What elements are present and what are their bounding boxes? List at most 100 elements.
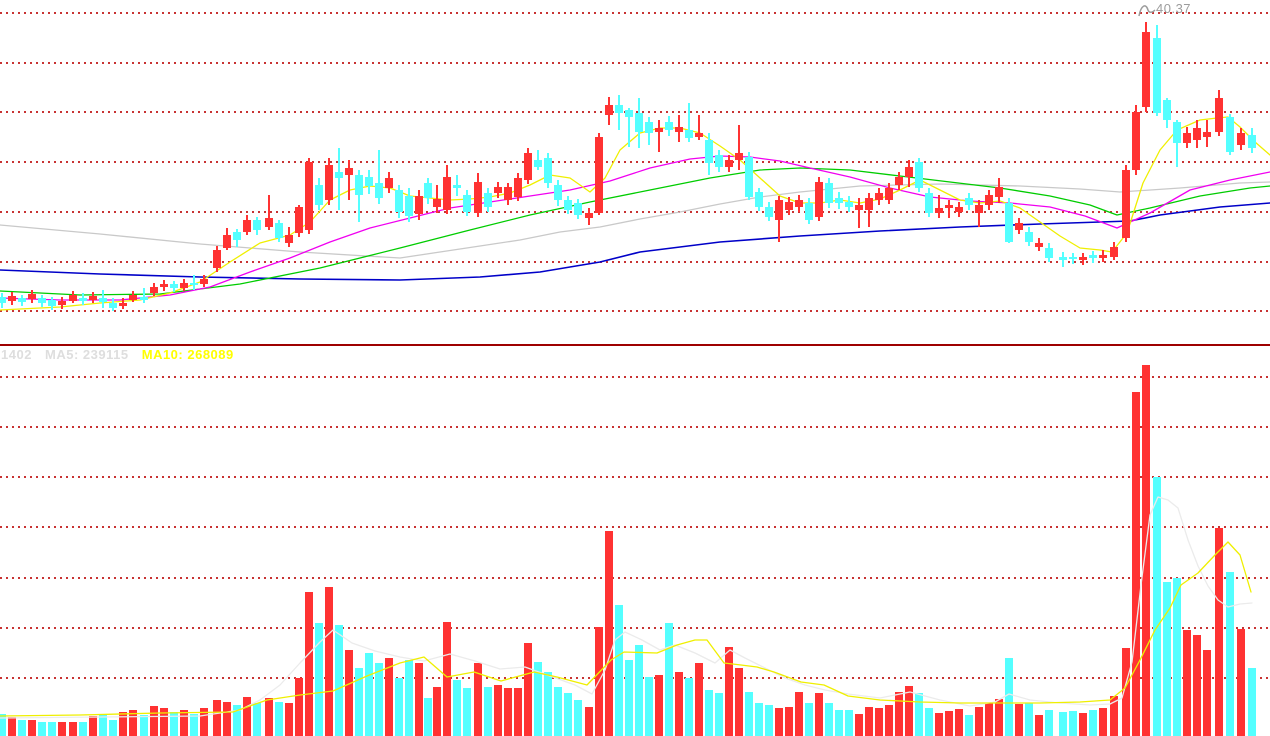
candle-body bbox=[395, 190, 403, 212]
volume-bar bbox=[1237, 629, 1245, 736]
volume-bar bbox=[1203, 650, 1211, 736]
candle-body bbox=[675, 127, 683, 132]
candle-body bbox=[18, 298, 26, 302]
volume-bar bbox=[484, 687, 492, 736]
candle-body bbox=[150, 287, 158, 293]
candle-body bbox=[534, 160, 542, 167]
candle-body bbox=[1183, 133, 1191, 143]
volume-partial-value: 1402 bbox=[1, 347, 32, 362]
candle-body bbox=[375, 183, 383, 198]
candle-body bbox=[655, 128, 663, 132]
candle-body bbox=[564, 200, 572, 210]
volume-bar bbox=[1122, 648, 1130, 736]
candle-body bbox=[1099, 255, 1107, 258]
candle-body bbox=[160, 284, 168, 287]
candle-body bbox=[805, 203, 813, 220]
volume-bar bbox=[835, 710, 843, 736]
candle-body bbox=[315, 185, 323, 205]
volume-bar bbox=[150, 706, 158, 736]
volume-bar bbox=[453, 680, 461, 736]
volume-ma10-line bbox=[0, 541, 1252, 717]
volume-bar bbox=[474, 663, 482, 736]
volume-bar bbox=[554, 687, 562, 736]
volume-bar bbox=[18, 720, 26, 736]
volume-bar bbox=[325, 587, 333, 736]
volume-ma5-line bbox=[0, 496, 1253, 719]
volume-bar bbox=[725, 647, 733, 736]
candle-body bbox=[1132, 112, 1140, 170]
volume-bar bbox=[129, 710, 137, 736]
volume-ma5-label: MA5: 239115 bbox=[45, 347, 129, 362]
volume-bar bbox=[795, 692, 803, 736]
volume-bar bbox=[58, 722, 66, 736]
volume-bar bbox=[265, 698, 273, 736]
volume-bar bbox=[564, 693, 572, 736]
candle-body bbox=[765, 207, 773, 217]
candle-body bbox=[955, 207, 963, 212]
volume-bar bbox=[385, 658, 393, 736]
candle-body bbox=[1173, 122, 1181, 143]
candle-body bbox=[233, 232, 241, 240]
volume-bar bbox=[170, 712, 178, 736]
candle-body bbox=[775, 200, 783, 220]
candle-body bbox=[975, 205, 983, 213]
volume-ma10-label: MA10: 268089 bbox=[141, 347, 234, 362]
candle-body bbox=[285, 235, 293, 243]
price-high-annotation: 40.37 bbox=[1156, 1, 1191, 16]
candle-body bbox=[385, 178, 393, 188]
volume-bar bbox=[815, 693, 823, 736]
volume-bar bbox=[1215, 528, 1223, 736]
volume-bar bbox=[285, 703, 293, 736]
candle-body bbox=[615, 105, 623, 113]
volume-bar bbox=[965, 715, 973, 736]
volume-bar bbox=[715, 693, 723, 736]
candle-body bbox=[0, 297, 6, 303]
volume-bar bbox=[574, 700, 582, 736]
volume-bar bbox=[1069, 711, 1077, 736]
candle-body bbox=[1203, 132, 1211, 137]
candle-body bbox=[365, 177, 373, 186]
volume-bar bbox=[1132, 392, 1140, 736]
candle-body bbox=[925, 193, 933, 213]
volume-bar bbox=[140, 715, 148, 736]
volume-bar bbox=[1099, 708, 1107, 736]
volume-bar bbox=[119, 712, 127, 736]
candle-body bbox=[865, 198, 873, 210]
candle-body bbox=[38, 298, 46, 303]
volume-bar bbox=[1045, 710, 1053, 736]
candle-body bbox=[1163, 100, 1171, 120]
volume-bar bbox=[605, 531, 613, 736]
volume-bar bbox=[945, 711, 953, 736]
candle-body bbox=[554, 185, 562, 200]
candle-body bbox=[355, 175, 363, 195]
candle-body bbox=[1005, 203, 1013, 242]
candle-body bbox=[685, 130, 693, 138]
volume-bar bbox=[665, 623, 673, 736]
candle-body bbox=[484, 193, 492, 207]
candle-body bbox=[200, 279, 208, 284]
candle-body bbox=[213, 250, 221, 268]
volume-bar bbox=[89, 716, 97, 736]
candle-body bbox=[305, 162, 313, 230]
candle-body bbox=[474, 182, 482, 213]
volume-bar bbox=[915, 693, 923, 736]
high-annotation-squiggle bbox=[1138, 5, 1156, 17]
volume-bar bbox=[494, 685, 502, 736]
volume-bar bbox=[905, 686, 913, 736]
volume-bar bbox=[69, 722, 77, 736]
candle-body bbox=[585, 213, 593, 218]
candle-body bbox=[190, 283, 198, 285]
candle-body bbox=[875, 193, 883, 200]
volume-bar bbox=[1248, 668, 1256, 736]
volume-bar bbox=[1163, 582, 1171, 736]
volume-bar bbox=[875, 708, 883, 736]
candle-body bbox=[494, 187, 502, 193]
candle-body bbox=[725, 160, 733, 167]
volume-bar bbox=[200, 708, 208, 736]
volume-bar bbox=[685, 678, 693, 736]
volume-bar bbox=[190, 714, 198, 736]
volume-bar bbox=[433, 687, 441, 736]
volume-bar bbox=[895, 692, 903, 736]
candle-body bbox=[995, 187, 1003, 197]
